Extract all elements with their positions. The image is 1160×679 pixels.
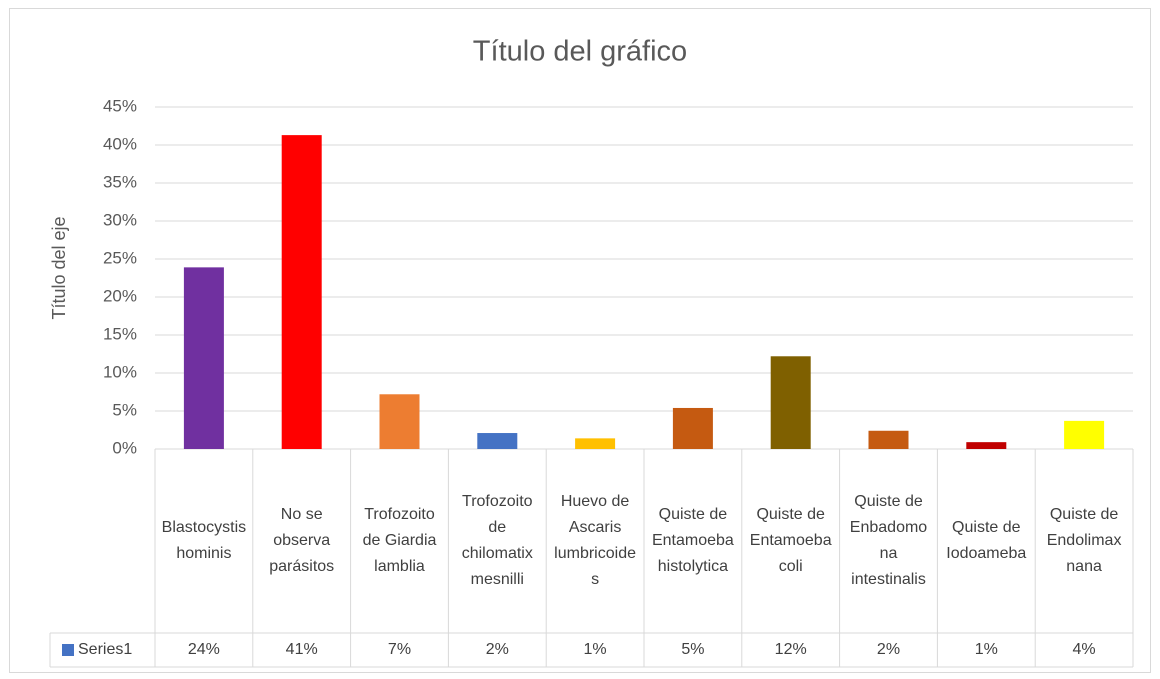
category-label: Trofozoito de Giardia lamblia — [362, 506, 437, 575]
category-label: Quiste de Endolimax nana — [1046, 506, 1122, 575]
value-label: 24% — [187, 641, 220, 658]
bar — [672, 407, 713, 449]
legend-key — [62, 644, 74, 656]
value-label: 1% — [974, 641, 998, 658]
bar — [966, 442, 1007, 449]
bar — [281, 135, 322, 449]
category-label: Trofozoito de chilomatix mesnilli — [461, 493, 533, 588]
y-tick-label: 25% — [103, 248, 137, 267]
y-axis-title: Título del eje — [49, 216, 69, 319]
y-tick-label: 35% — [103, 172, 137, 191]
bar — [575, 438, 616, 449]
y-tick-label: 30% — [103, 210, 137, 229]
y-tick-label: 5% — [112, 400, 137, 419]
value-label: 7% — [387, 641, 412, 658]
value-label: 4% — [1072, 641, 1096, 658]
chart-title: Título del gráfico — [473, 36, 687, 68]
bar — [183, 267, 224, 449]
y-tick-label: 40% — [103, 134, 137, 153]
legend-label: Series1 — [78, 641, 133, 658]
y-tick-label: 15% — [103, 324, 137, 343]
bar — [379, 394, 420, 449]
category-label: Quiste de Iodoameba — [946, 519, 1027, 562]
value-label: 2% — [485, 641, 509, 658]
value-label: 1% — [583, 641, 607, 658]
category-label: Huevo de Ascaris lumbricoides — [554, 493, 636, 588]
value-label: 2% — [876, 641, 901, 658]
category-label: Quiste de Enbadomona intestinalis — [849, 493, 928, 588]
value-label: 41% — [285, 641, 318, 658]
value-label: 12% — [774, 641, 807, 658]
y-tick-label: 0% — [112, 438, 137, 457]
bar — [477, 433, 518, 449]
category-label: Quiste de Entamoeba coli — [749, 506, 832, 575]
y-tick-label: 10% — [103, 362, 137, 381]
value-label: 5% — [681, 641, 705, 658]
y-tick-label: 45% — [103, 96, 137, 115]
bar — [770, 356, 811, 449]
category-label: No se observa parásitos — [269, 506, 335, 575]
y-tick-label: 20% — [103, 286, 137, 305]
bar — [868, 430, 909, 449]
category-label: Blastocystis hominis — [161, 519, 247, 562]
category-label: Quiste de Entamoeba histolytica — [651, 506, 734, 575]
bar — [1064, 420, 1105, 449]
